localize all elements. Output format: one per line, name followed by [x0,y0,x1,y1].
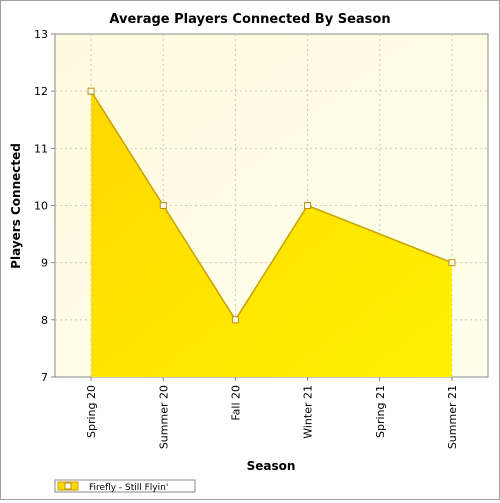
x-tick-label: Spring 21 [374,385,387,438]
data-point-marker [231,316,239,324]
y-axis-label: Players Connected [9,143,23,269]
series-area-fill [91,91,452,378]
x-tick-label: Summer 20 [157,385,170,449]
data-point-marker [304,202,312,209]
chart-title: Average Players Connected By Season [109,12,390,27]
x-axis-label: Season [247,459,296,473]
y-tick-label: 13 [34,28,48,41]
y-axis: 7 8 9 10 11 12 13 [34,28,55,384]
y-tick-label: 9 [41,257,48,270]
x-tick-label: Summer 21 [446,385,459,449]
series-markers [87,87,456,324]
data-point-marker [448,259,456,267]
y-tick-label: 11 [34,142,48,155]
x-tick-label: Fall 20 [229,385,242,421]
legend-box [54,479,196,493]
x-axis: Spring 20 Summer 20 Fall 20 Winter 21 Spring… [85,377,459,449]
y-tick-label: 12 [34,85,48,98]
x-tick-label: Spring 20 [85,385,98,438]
data-point-marker [159,202,167,209]
y-tick-label: 8 [41,314,48,327]
legend-marker [64,482,72,490]
y-tick-label: 7 [41,371,48,384]
legend-label: Firefly - Still Flyin' [89,483,168,493]
legend: Firefly - Still Flyin' [54,479,196,493]
x-tick-label: Winter 21 [302,385,315,439]
data-point-marker [87,87,95,95]
y-tick-label: 10 [34,200,48,213]
